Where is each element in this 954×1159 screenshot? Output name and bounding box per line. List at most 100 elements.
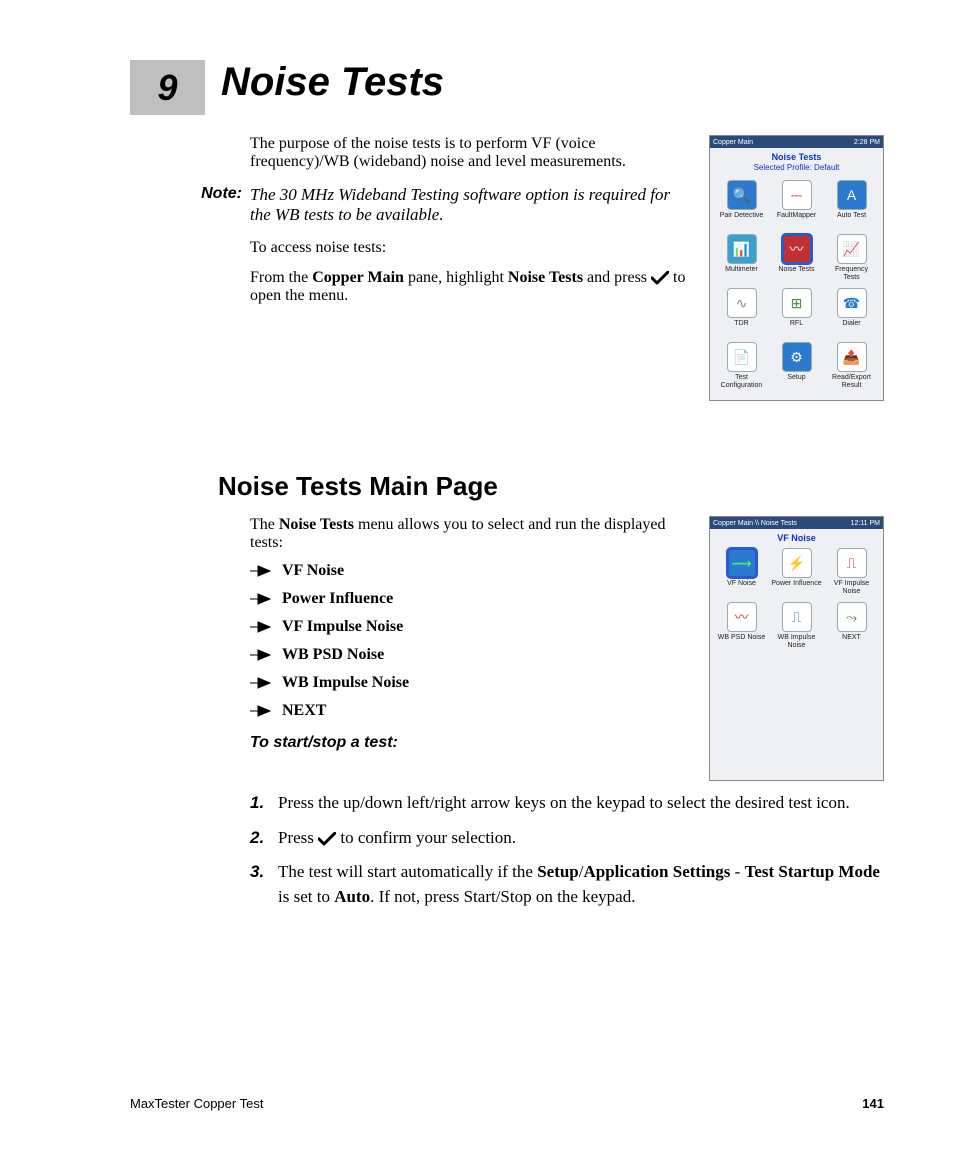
app-icon-glyph: ⚡ <box>782 548 812 578</box>
app-icon-label: Read/Export Result <box>826 374 877 390</box>
app-icon-glyph: ⎓ <box>782 180 812 210</box>
app-icon[interactable]: ⊞ RFL <box>771 288 822 336</box>
app-icon[interactable]: 📈Frequency Tests <box>826 234 877 282</box>
txt: The <box>250 516 279 533</box>
app-icon-glyph: 📤 <box>837 342 867 372</box>
chapter-title: Noise Tests <box>221 60 444 104</box>
check-icon <box>318 832 336 846</box>
app-icon-glyph: ∿ <box>727 288 757 318</box>
app-icon-label: Dialer <box>826 320 877 336</box>
device-empty-area <box>710 660 883 780</box>
app-icon[interactable]: 〰WB PSD Noise <box>716 602 767 650</box>
test-list-item: VF Impulse Noise <box>250 618 695 636</box>
app-icon-label: VF Noise <box>716 580 767 596</box>
section-heading-noise-tests-main: Noise Tests Main Page <box>218 471 884 502</box>
app-icon-label: Multimeter <box>716 266 767 282</box>
titlebar-right: 2:28 PM <box>854 139 880 146</box>
app-icon-glyph: ☎ <box>837 288 867 318</box>
step-text: Press the up/down left/right arrow keys … <box>278 791 850 816</box>
txt: and press <box>583 269 651 286</box>
titlebar-left: Copper Main <box>713 139 753 146</box>
step-item: 1.Press the up/down left/right arrow key… <box>250 791 884 816</box>
chapter-header: 9 Noise Tests <box>130 60 884 115</box>
app-icon-glyph: 🔍 <box>727 180 757 210</box>
app-icon[interactable]: ⎍ WB Impulse Noise <box>771 602 822 650</box>
device-titlebar: Copper Main \\ Noise Tests 12:11 PM <box>710 517 883 529</box>
step-text: Press to confirm your selection. <box>278 826 516 851</box>
app-icon-glyph: ⚙ <box>782 342 812 372</box>
note-label: Note: <box>184 185 242 225</box>
app-icon[interactable]: 📊 Multimeter <box>716 234 767 282</box>
step-number: 1. <box>250 791 278 816</box>
note-row: Note: The 30 MHz Wideband Testing softwa… <box>184 185 695 225</box>
bullet-label: WB PSD Noise <box>282 646 384 663</box>
test-list-item: NEXT <box>250 702 695 720</box>
section2-intro: The Noise Tests menu allows you to selec… <box>250 516 695 552</box>
bullet-label: Power Influence <box>282 590 393 607</box>
app-icon[interactable]: ⟿VF Noise <box>716 548 767 596</box>
section2-text-column: The Noise Tests menu allows you to selec… <box>250 516 695 781</box>
app-icon[interactable]: ⎍VF Impulse Noise <box>826 548 877 596</box>
start-stop-subheading: To start/stop a test: <box>250 734 695 752</box>
device-subtitle: Selected Profile: Default <box>710 163 883 176</box>
page-footer: MaxTester Copper Test 141 <box>130 1096 884 1111</box>
access-text: From the Copper Main pane, highlight Noi… <box>250 269 695 305</box>
txt: pane, highlight <box>404 269 508 286</box>
step-text: The test will start automatically if the… <box>278 860 884 909</box>
app-icon[interactable]: AAuto Test <box>826 180 877 228</box>
device-icon-grid: 🔍Pair Detective ⎓ FaultMapperAAuto Test 📊 Mu… <box>710 176 883 400</box>
test-list-item: VF Noise <box>250 562 695 580</box>
footer-page-number: 141 <box>862 1096 884 1111</box>
app-icon[interactable]: ☎ Dialer <box>826 288 877 336</box>
device-screenshot-noise-tests: Copper Main \\ Noise Tests 12:11 PM VF N… <box>709 516 884 781</box>
test-list-item: WB PSD Noise <box>250 646 695 664</box>
note-text: The 30 MHz Wideband Testing software opt… <box>250 185 695 225</box>
access-intro: To access noise tests: <box>250 239 695 257</box>
app-icon[interactable]: ⎓ FaultMapper <box>771 180 822 228</box>
check-icon <box>651 271 669 285</box>
app-icon-glyph: ⤳ <box>837 602 867 632</box>
device-icon-grid: ⟿VF Noise⚡Power Influence⎍VF Impulse Noi… <box>710 544 883 660</box>
test-list-item: WB Impulse Noise <box>250 674 695 692</box>
titlebar-right: 12:11 PM <box>851 520 880 527</box>
app-icon[interactable]: ⤳ NEXT <box>826 602 877 650</box>
test-list: VF Noise Power Influence VF Impulse Noise W… <box>250 562 695 720</box>
app-icon[interactable]: 📄 Test Configuration <box>716 342 767 390</box>
step-number: 2. <box>250 826 278 851</box>
steps-list: 1.Press the up/down left/right arrow key… <box>250 791 884 910</box>
app-icon-glyph: 📄 <box>727 342 757 372</box>
app-icon-label: RFL <box>771 320 822 336</box>
intro-column: The purpose of the noise tests is to per… <box>250 135 695 401</box>
bullet-label: NEXT <box>282 702 326 719</box>
app-icon-glyph: 📊 <box>727 234 757 264</box>
app-icon[interactable]: 〰Noise Tests <box>771 234 822 282</box>
app-icon[interactable]: 📤 Read/Export Result <box>826 342 877 390</box>
titlebar-left: Copper Main \\ Noise Tests <box>713 520 797 527</box>
bold-copper-main: Copper Main <box>312 269 404 286</box>
bold-noise-tests: Noise Tests <box>508 269 583 286</box>
app-icon-label: TDR <box>716 320 767 336</box>
section2-row: The Noise Tests menu allows you to selec… <box>250 516 884 781</box>
device-title: VF Noise <box>710 529 883 544</box>
app-icon-glyph: 📈 <box>837 234 867 264</box>
app-icon[interactable]: ⚙ Setup <box>771 342 822 390</box>
app-icon[interactable]: ⚡Power Influence <box>771 548 822 596</box>
app-icon-label: Auto Test <box>826 212 877 228</box>
app-icon[interactable]: 🔍Pair Detective <box>716 180 767 228</box>
txt: From the <box>250 269 312 286</box>
app-icon-glyph: ⊞ <box>782 288 812 318</box>
footer-doc-title: MaxTester Copper Test <box>130 1096 263 1111</box>
intro-row: The purpose of the noise tests is to per… <box>250 135 884 401</box>
step-item: 2.Press to confirm your selection. <box>250 826 884 851</box>
test-list-item: Power Influence <box>250 590 695 608</box>
bold-noise-tests: Noise Tests <box>279 516 354 533</box>
app-icon-glyph: ⎍ <box>782 602 812 632</box>
intro-paragraph: The purpose of the noise tests is to per… <box>250 135 695 171</box>
app-icon-label: WB Impulse Noise <box>771 634 822 650</box>
app-icon-label: FaultMapper <box>771 212 822 228</box>
app-icon-label: Setup <box>771 374 822 390</box>
app-icon-label: Test Configuration <box>716 374 767 390</box>
app-icon-label: NEXT <box>826 634 877 650</box>
app-icon-glyph: 〰 <box>782 234 812 264</box>
app-icon[interactable]: ∿ TDR <box>716 288 767 336</box>
